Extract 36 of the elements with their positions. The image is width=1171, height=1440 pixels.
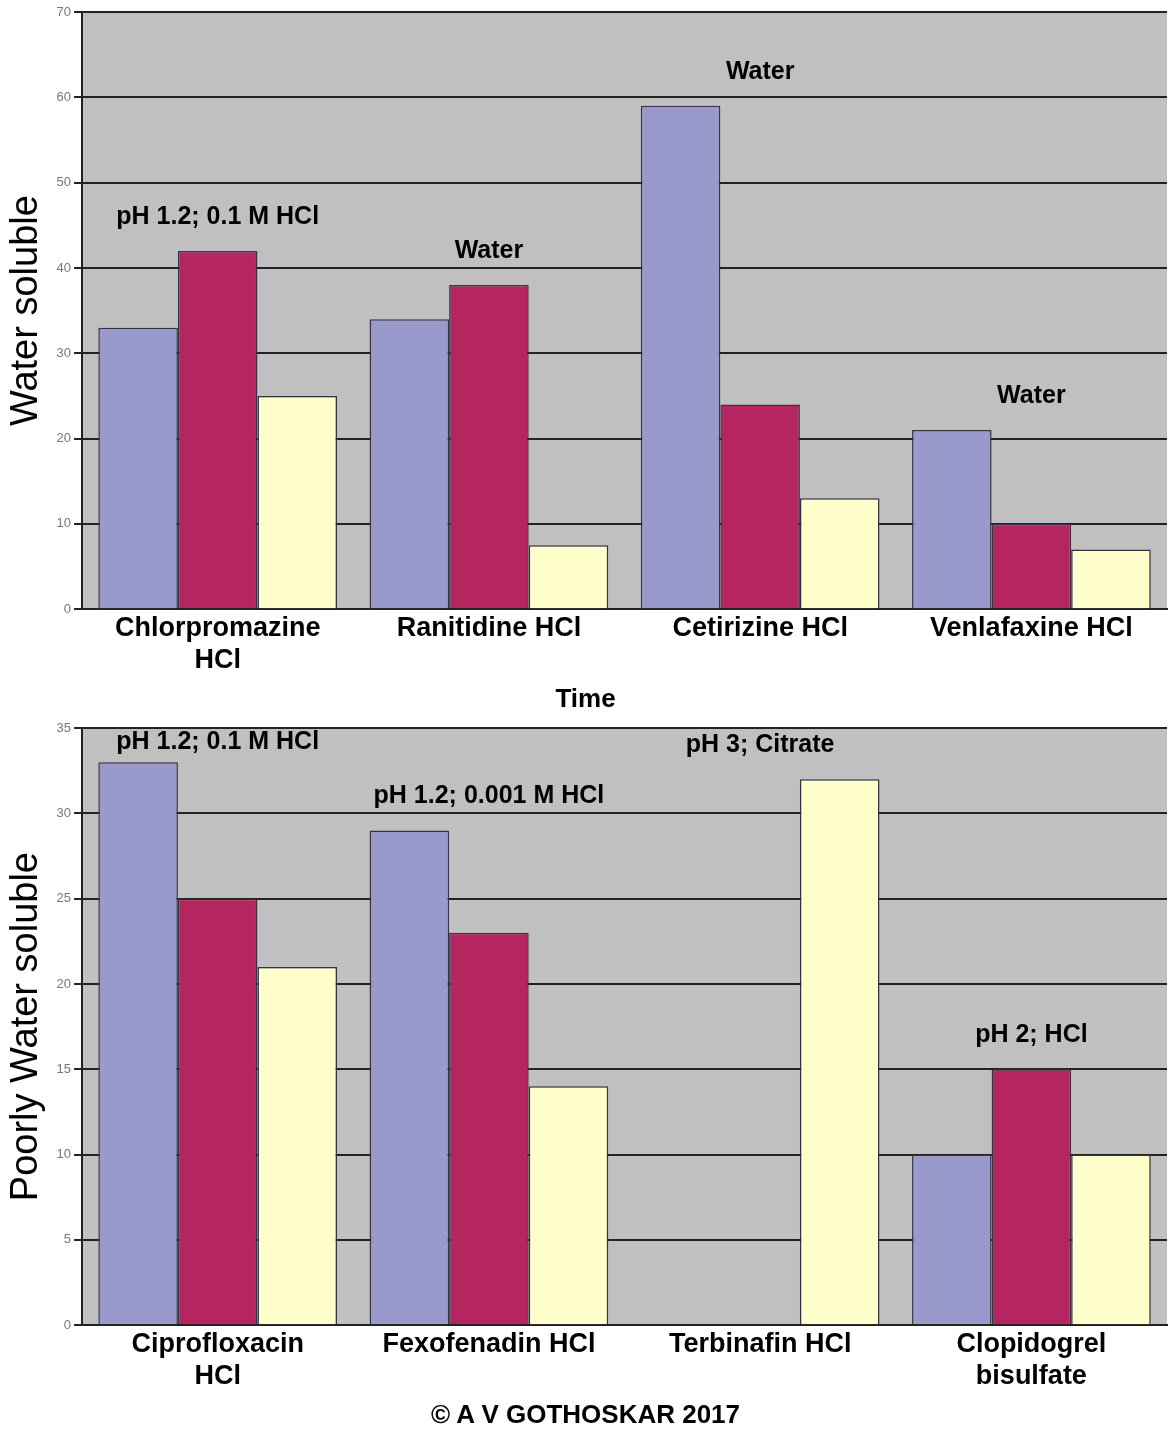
x-tick-label: Ciprofloxacin HCl xyxy=(131,1327,304,1391)
annotation: pH 2; HCl xyxy=(975,1019,1088,1048)
y-tick-label: 0 xyxy=(63,600,72,616)
annotation: pH 1.2; 0.001 M HCl xyxy=(373,780,605,809)
y-tick-label: 35 xyxy=(56,719,72,735)
text: © A V GOTHOSKAR 2017 xyxy=(430,1398,741,1430)
y-axis-title: Poorly Water soluble xyxy=(3,852,46,1202)
annotation: pH 3; Citrate xyxy=(685,729,835,758)
y-tick-label: 10 xyxy=(56,515,72,531)
y-axis-title: Water soluble xyxy=(3,195,46,427)
y-tick-label: 15 xyxy=(56,1060,72,1076)
x-tick-label: Venlafaxine HCl xyxy=(930,611,1133,642)
y-tick-label: 30 xyxy=(56,344,72,360)
x-tick-label: Clopidogrel bisulfate xyxy=(956,1327,1107,1391)
x-tick-label: Fexofenadin HCl xyxy=(382,1327,596,1358)
y-tick-label: 20 xyxy=(56,975,72,991)
annotation: pH 1.2; 0.1 M HCl xyxy=(116,200,320,229)
y-tick-label: 25 xyxy=(56,890,72,906)
x-tick-label: Ranitidine HCl xyxy=(396,611,582,642)
x-tick-label: Terbinafin HCl xyxy=(668,1327,852,1358)
annotation: Water xyxy=(725,55,795,84)
y-tick-label: 70 xyxy=(56,3,72,19)
y-tick-label: 20 xyxy=(56,430,72,446)
y-tick-label: 30 xyxy=(56,804,72,820)
annotation: Water xyxy=(997,379,1066,408)
y-tick-label: 5 xyxy=(63,1231,72,1247)
text: Time xyxy=(555,682,616,714)
y-tick-label: 10 xyxy=(56,1146,72,1162)
x-tick-label: Cetirizine HCl xyxy=(672,611,848,642)
y-tick-label: 60 xyxy=(56,88,72,104)
annotation: pH 1.2; 0.1 M HCl xyxy=(116,725,320,754)
x-tick-label: Chlorpromazine HCl xyxy=(114,611,321,675)
y-tick-label: 50 xyxy=(56,174,72,190)
annotation: Water xyxy=(454,234,524,263)
y-tick-label: 40 xyxy=(56,259,72,275)
y-tick-label: 0 xyxy=(63,1316,72,1332)
